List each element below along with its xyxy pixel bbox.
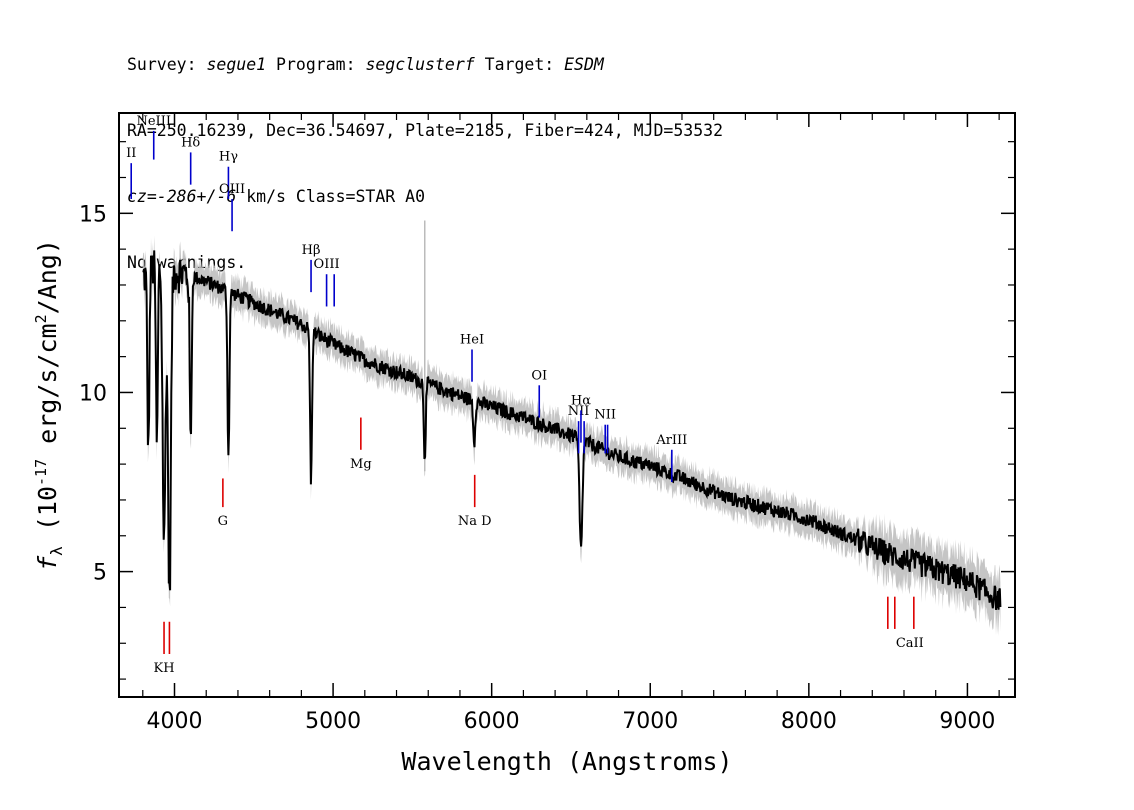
survey-line: Survey: segue1 Program: segclusterf Targ… [127, 54, 723, 76]
class-text: km/s Class=STAR A0 [236, 187, 426, 206]
survey-value: segue1 [206, 55, 267, 74]
spectrum-header: Survey: segue1 Program: segclusterf Targ… [127, 10, 723, 296]
redshift-line: cz=-286+/-6 km/s Class=STAR A0 [127, 186, 723, 208]
program-value: segclusterf [365, 55, 475, 74]
emission-line-label: Hα [571, 393, 591, 408]
x-axis-title: Wavelength (Angstroms) [401, 747, 732, 776]
emission-line-label: HeI [460, 332, 484, 347]
emission-line-label: OIII [219, 182, 245, 197]
cz-value: cz=-286+/-6 [127, 187, 237, 206]
y-axis-title-text: fλ (10-17 erg/s/cm2/Ang) [32, 239, 66, 571]
emission-line-label: Hβ [302, 243, 321, 258]
target-value: ESDM [564, 55, 604, 74]
program-label: Program: [266, 55, 366, 74]
y-tick-label: 15 [79, 202, 107, 227]
flux-series [142, 250, 1002, 610]
emission-line-label: Hγ [219, 150, 238, 165]
x-tick-label: 4000 [147, 709, 203, 734]
absorption-line-label: KH [154, 661, 175, 676]
emission-line-label: OIII [314, 257, 340, 272]
absorption-line-label: CaII [896, 636, 924, 651]
error-band [142, 220, 1001, 636]
x-tick-label: 6000 [464, 709, 520, 734]
emission-line-label: NII [568, 404, 590, 419]
plot-frame [118, 112, 1016, 698]
flux-line-path [142, 250, 1002, 610]
coordinates-line: RA=250.16239, Dec=36.54697, Plate=2185, … [127, 121, 724, 140]
x-tick-label: 8000 [781, 709, 837, 734]
emission-line-label: NeIII [136, 114, 170, 129]
absorption-line-label: G [218, 514, 228, 529]
spectral-line-markers: IINeIIIHδHγOIIIHβOIIIHeIOINIIHαNIIArIIIK… [126, 114, 924, 676]
x-tick-label: 7000 [622, 709, 678, 734]
target-label: Target: [474, 55, 565, 74]
y-tick-label: 10 [79, 381, 107, 406]
x-tick-label: 5000 [305, 709, 361, 734]
emission-line-label: OI [531, 368, 547, 383]
y-axis-title: fλ (10-17 erg/s/cm2/Ang) [32, 239, 66, 571]
emission-line-label: NII [594, 408, 616, 423]
emission-line-label: II [126, 146, 136, 161]
survey-label: Survey: [127, 55, 207, 74]
axis-ticks: 4000 5000 6000 7000 8000 9000 5 10 15 [79, 113, 1015, 734]
x-tick-label: 9000 [939, 709, 995, 734]
absorption-line-label: Mg [350, 457, 372, 472]
emission-line-label: Hδ [181, 135, 200, 150]
absorption-line-label: Na D [458, 514, 492, 529]
emission-line-label: ArIII [655, 433, 687, 448]
y-tick-label: 5 [93, 561, 107, 586]
